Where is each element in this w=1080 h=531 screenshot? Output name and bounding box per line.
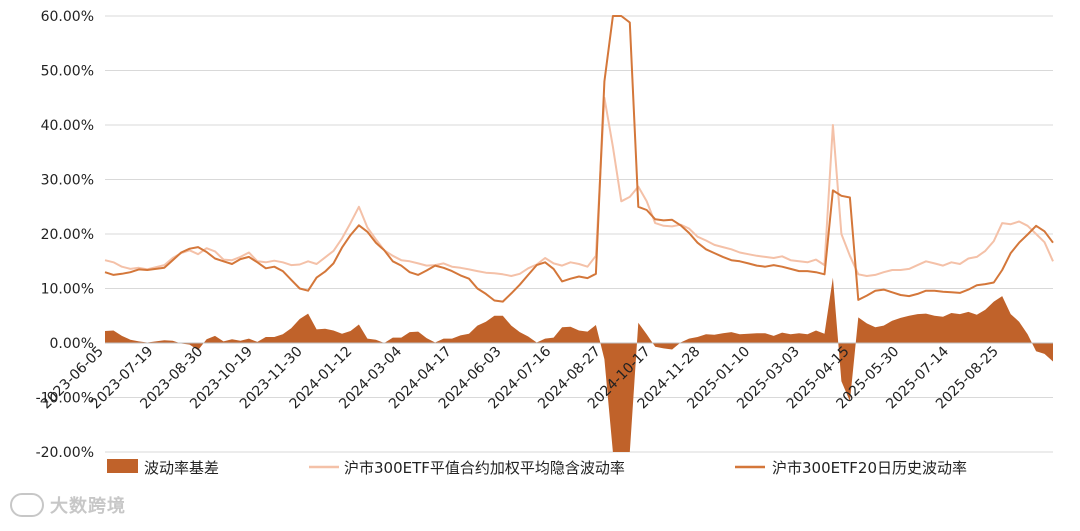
series-implied-vol-line xyxy=(104,96,1054,277)
y-tick-label: -10.00% xyxy=(36,391,94,407)
watermark-logo-icon xyxy=(10,493,44,517)
y-tick-label: 40.00% xyxy=(41,118,94,134)
y-tick-label: 10.00% xyxy=(41,282,94,298)
watermark: 大数跨境 xyxy=(10,492,126,518)
legend-label: 沪市300ETF20日历史波动率 xyxy=(772,459,967,477)
y-tick-label: 20.00% xyxy=(41,227,94,243)
y-tick-label: 60.00% xyxy=(41,9,94,25)
gridlines xyxy=(105,15,1053,453)
y-tick-label: 30.00% xyxy=(41,173,94,189)
watermark-text: 大数跨境 xyxy=(50,496,126,517)
lines-layer xyxy=(104,15,1054,303)
y-tick-label: 50.00% xyxy=(41,64,94,80)
y-tick-label: 0.00% xyxy=(50,336,94,352)
legend: 波动率基差 沪市300ETF平值合约加权平均隐含波动率 沪市300ETF20日历史波… xyxy=(107,459,967,477)
legend-label: 波动率基差 xyxy=(144,459,219,477)
legend-swatch-basis xyxy=(107,459,138,473)
series-historical-vol-line xyxy=(104,15,1054,303)
y-tick-label: -20.00% xyxy=(36,445,94,461)
legend-label: 沪市300ETF平值合约加权平均隐含波动率 xyxy=(344,459,625,477)
axes-layer: 60.00% 50.00% 40.00% 30.00% 20.00% 10.00% 0.00… xyxy=(36,9,1053,461)
